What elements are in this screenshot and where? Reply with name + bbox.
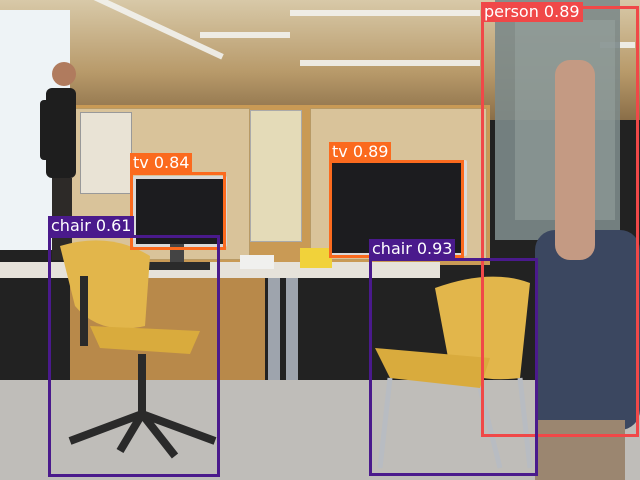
- detection-label-tv: tv 0.89: [329, 142, 392, 162]
- detection-box-tv: [130, 172, 226, 250]
- desk-items: [300, 248, 332, 268]
- detection-label-person: person 0.89: [481, 2, 583, 22]
- detection-label-tv: tv 0.84: [130, 153, 193, 173]
- poster: [250, 110, 302, 242]
- office-chair: [60, 240, 217, 459]
- keyboard: [148, 262, 210, 270]
- ceiling-beam: [300, 60, 480, 66]
- detection-label-chair: chair 0.93: [369, 239, 456, 259]
- ceiling-beam: [290, 10, 480, 16]
- poster: [80, 112, 132, 194]
- detection-label-chair: chair 0.61: [48, 216, 135, 236]
- desk-items: [240, 255, 274, 269]
- ceiling-light: [76, 0, 224, 60]
- detection-box-chair: [48, 235, 220, 477]
- ceiling-light: [200, 32, 290, 38]
- detection-box-chair: [369, 258, 538, 476]
- foreground-person: [495, 0, 640, 480]
